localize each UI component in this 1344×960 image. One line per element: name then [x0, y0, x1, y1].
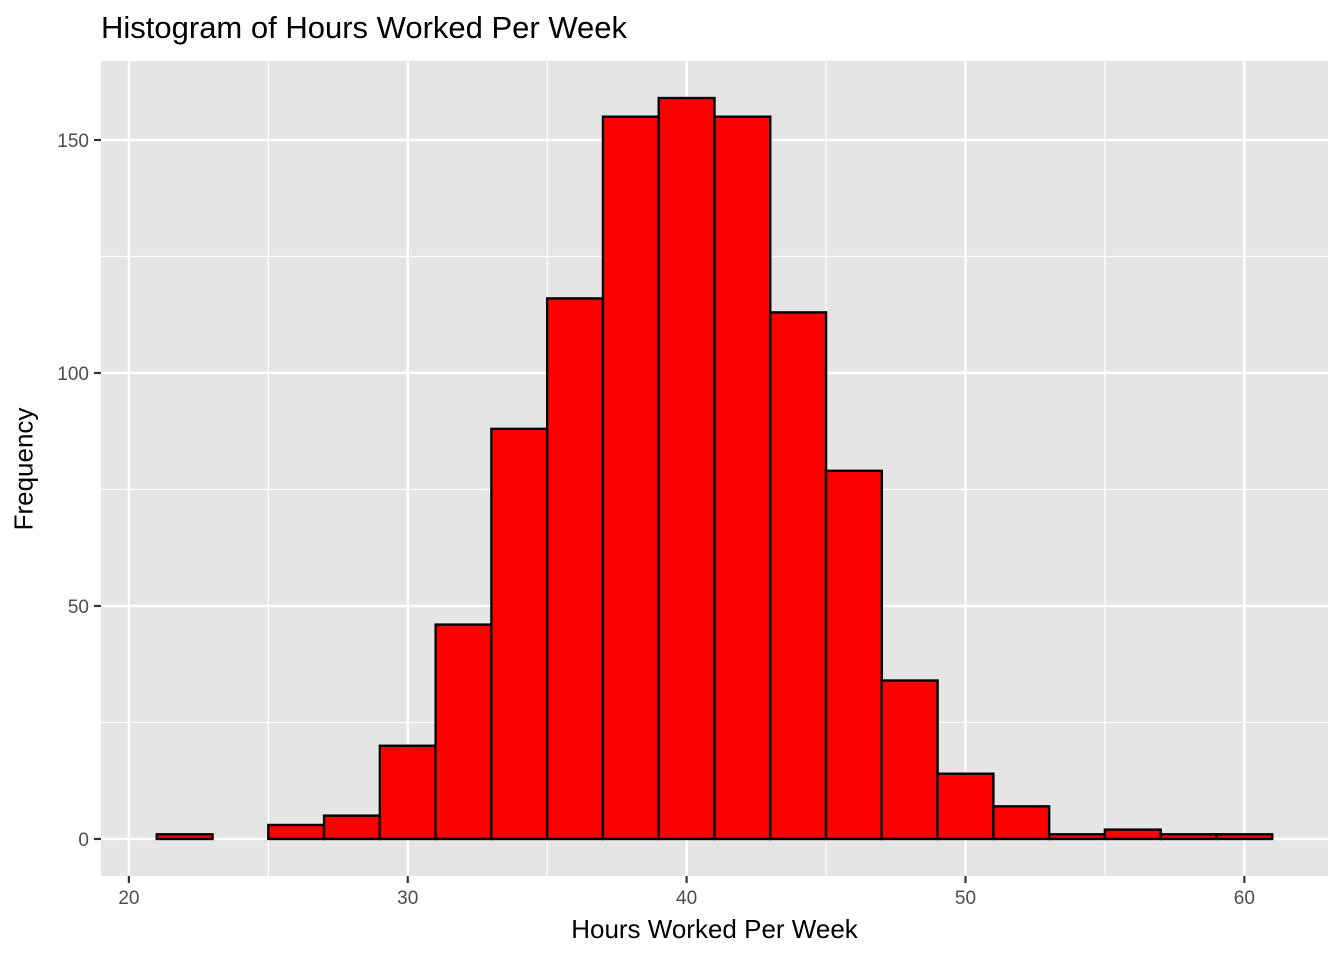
histogram-bar [490, 427, 549, 841]
histogram-bar [1159, 833, 1218, 841]
histogram-bar [545, 297, 605, 841]
histogram-bar [824, 469, 884, 841]
histogram-bar [713, 115, 772, 841]
histogram-bar [657, 96, 716, 841]
y-tick-label: 100 [57, 364, 89, 385]
x-tick-label: 60 [1234, 888, 1255, 909]
histogram-bar [880, 679, 939, 841]
histogram-bar [378, 744, 437, 841]
x-tick-label: 50 [955, 888, 976, 909]
histogram-bars [155, 96, 1274, 841]
x-tick-label: 20 [118, 888, 139, 909]
y-tick-label: 0 [78, 830, 89, 851]
histogram-bar [936, 772, 995, 841]
histogram-bar [322, 814, 382, 841]
y-tick-label: 50 [68, 597, 89, 618]
histogram-bar [1047, 833, 1107, 841]
histogram-bar [601, 115, 660, 841]
histogram-bar [267, 823, 326, 841]
x-axis-ticks: 20 30 40 50 60 [118, 876, 1255, 909]
histogram-bar [992, 805, 1051, 841]
chart-title: Histogram of Hours Worked Per Week [101, 10, 628, 45]
x-tick-label: 30 [397, 888, 418, 909]
histogram-bar [769, 311, 828, 841]
y-axis-title: Frequency [8, 407, 39, 531]
histogram-bar [1103, 828, 1162, 841]
histogram-bar [434, 623, 493, 841]
y-axis-ticks: 0 50 100 150 [57, 131, 101, 851]
x-axis-title: Hours Worked Per Week [571, 914, 858, 944]
histogram-bar [155, 833, 214, 841]
x-tick-label: 40 [676, 888, 697, 909]
y-tick-label: 150 [57, 131, 89, 152]
histogram-bar [1215, 833, 1274, 841]
